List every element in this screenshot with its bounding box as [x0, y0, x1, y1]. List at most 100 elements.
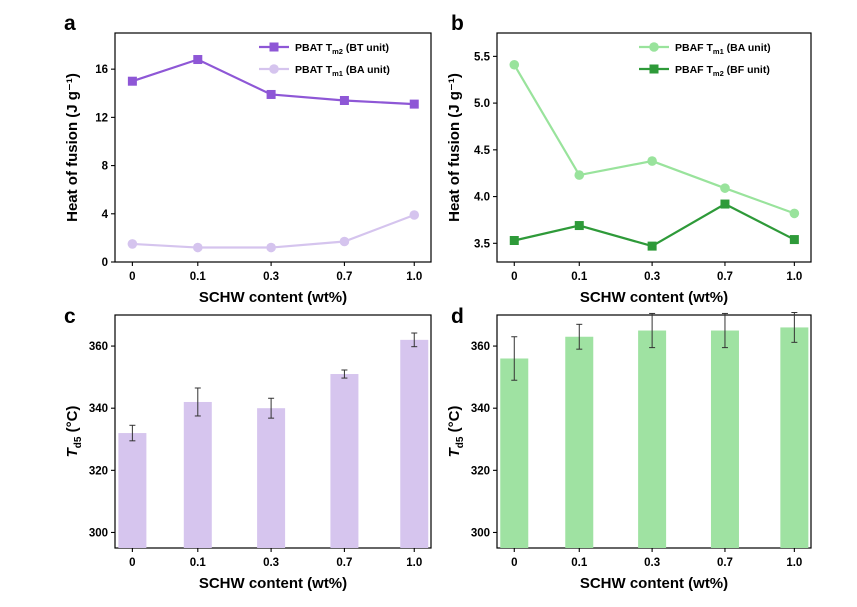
legend-suffix: (BA unit): [724, 42, 771, 54]
legend-name: PBAT T: [295, 64, 333, 76]
bar: [257, 408, 286, 548]
x-axis-title: SCHW content (wt%): [199, 575, 347, 592]
x-tick-label: 1.0: [406, 271, 422, 283]
x-axis-title: SCHW content (wt%): [199, 289, 347, 306]
legend-subscript: m2: [332, 47, 343, 56]
data-point: [720, 199, 730, 209]
y-tick-label: 4.0: [474, 192, 490, 204]
chart-c: 300 320 340 360 0 0.1 0.3 0.7 1.0 SCHW content (w…: [64, 314, 432, 592]
legend-label: PBAF Tm2 (BF unit): [675, 64, 770, 78]
legend-label: PBAF Tm1 (BA unit): [675, 42, 771, 56]
chart-d: 300 320 340 360 0 0.1 0.3 0.7 1.0 SCHW content (w…: [446, 312, 812, 592]
data-point: [509, 59, 520, 70]
y-axis-symbol: T: [64, 446, 81, 457]
data-point: [339, 95, 349, 105]
panel-label-d: d: [451, 305, 464, 328]
y-axis-title: Td5 (°C): [446, 406, 466, 458]
y-tick-label: 360: [89, 341, 108, 353]
y-tick-label: 340: [471, 403, 490, 415]
data-point: [647, 156, 657, 166]
bar: [780, 327, 809, 548]
data-point: [339, 236, 350, 247]
data-point: [720, 183, 730, 193]
x-tick-label: 0.1: [190, 557, 207, 569]
bar: [330, 374, 359, 548]
legend-name: PBAF T: [675, 64, 714, 76]
x-axis-title: SCHW content (wt%): [580, 289, 728, 306]
data-point: [127, 239, 138, 249]
data-point: [574, 221, 584, 231]
bar: [118, 433, 147, 548]
legend-label: PBAT Tm1 (BA unit): [295, 64, 390, 78]
data-point: [647, 241, 657, 251]
panel-label-b: b: [451, 12, 464, 35]
y-tick-label: 300: [471, 527, 490, 539]
legend-suffix: (BF unit): [724, 64, 770, 76]
y-axis-title: Heat of fusion (J g⁻¹): [64, 73, 81, 222]
legend-name: PBAF T: [675, 42, 714, 54]
bar: [565, 336, 594, 548]
y-axis-symbol: T: [446, 446, 463, 457]
x-tick-label: 0: [511, 271, 517, 283]
legend-marker: [649, 64, 659, 74]
bar: [400, 339, 429, 548]
x-tick-label: 0.7: [717, 557, 733, 569]
data-point: [409, 210, 420, 220]
bar: [183, 401, 212, 548]
y-tick-label: 8: [102, 161, 109, 173]
series-line-0: [513, 64, 795, 215]
legend-name: PBAT T: [295, 42, 333, 54]
data-point: [509, 236, 519, 246]
y-tick-label: 16: [95, 64, 108, 76]
y-tick-label: 4.5: [474, 145, 491, 157]
x-tick-label: 0.7: [336, 557, 352, 569]
data-point: [192, 242, 203, 253]
panel-label-c: c: [64, 305, 76, 328]
x-tick-label: 1.0: [786, 271, 802, 283]
y-axis-title: Td5 (°C): [64, 406, 84, 458]
data-point: [789, 235, 799, 245]
y-axis-unit: (°C): [64, 406, 81, 437]
y-axis-title: Heat of fusion (J g⁻¹): [446, 73, 463, 222]
x-tick-label: 0.1: [190, 271, 207, 283]
data-point: [266, 89, 276, 99]
data-point: [266, 242, 276, 253]
y-tick-label: 4: [102, 209, 109, 221]
series-line-1: [132, 213, 415, 249]
y-axis-subscript: d5: [73, 436, 84, 448]
legend-subscript: m1: [713, 47, 724, 56]
y-tick-label: 5.5: [474, 51, 491, 63]
legend-subscript: m1: [332, 69, 343, 78]
legend-label: PBAT Tm2 (BT unit): [295, 42, 389, 56]
panel-label-a: a: [64, 12, 76, 35]
data-point: [127, 76, 137, 86]
y-tick-label: 5.0: [474, 98, 490, 110]
chart-b: 3.5 4.0 4.5 5.0 5.5 0 0.1 0.3 0.7 1.0 SCHW content…: [446, 32, 812, 306]
x-tick-label: 0: [129, 271, 135, 283]
legend-marker: [269, 42, 279, 52]
legend-marker: [649, 42, 659, 52]
x-tick-label: 0.3: [263, 271, 279, 283]
y-tick-label: 0: [102, 257, 108, 269]
bar: [638, 330, 667, 548]
bar: [500, 358, 529, 548]
data-point: [193, 55, 203, 65]
x-axis-title: SCHW content (wt%): [580, 575, 728, 592]
data-point: [574, 170, 585, 180]
y-tick-label: 320: [471, 465, 490, 477]
data-point: [789, 208, 800, 219]
legend-suffix: (BA unit): [343, 64, 390, 76]
x-tick-label: 0.1: [571, 557, 588, 569]
x-tick-label: 1.0: [786, 557, 802, 569]
plot-frame: [114, 32, 432, 263]
x-tick-label: 0: [511, 557, 517, 569]
y-tick-label: 300: [89, 527, 108, 539]
legend-marker: [269, 64, 279, 74]
x-tick-label: 0: [129, 557, 135, 569]
legend-subscript: m2: [713, 69, 724, 78]
y-tick-label: 3.5: [474, 238, 491, 250]
legend-suffix: (BT unit): [343, 42, 389, 54]
bar: [710, 330, 739, 548]
data-point: [409, 99, 419, 109]
